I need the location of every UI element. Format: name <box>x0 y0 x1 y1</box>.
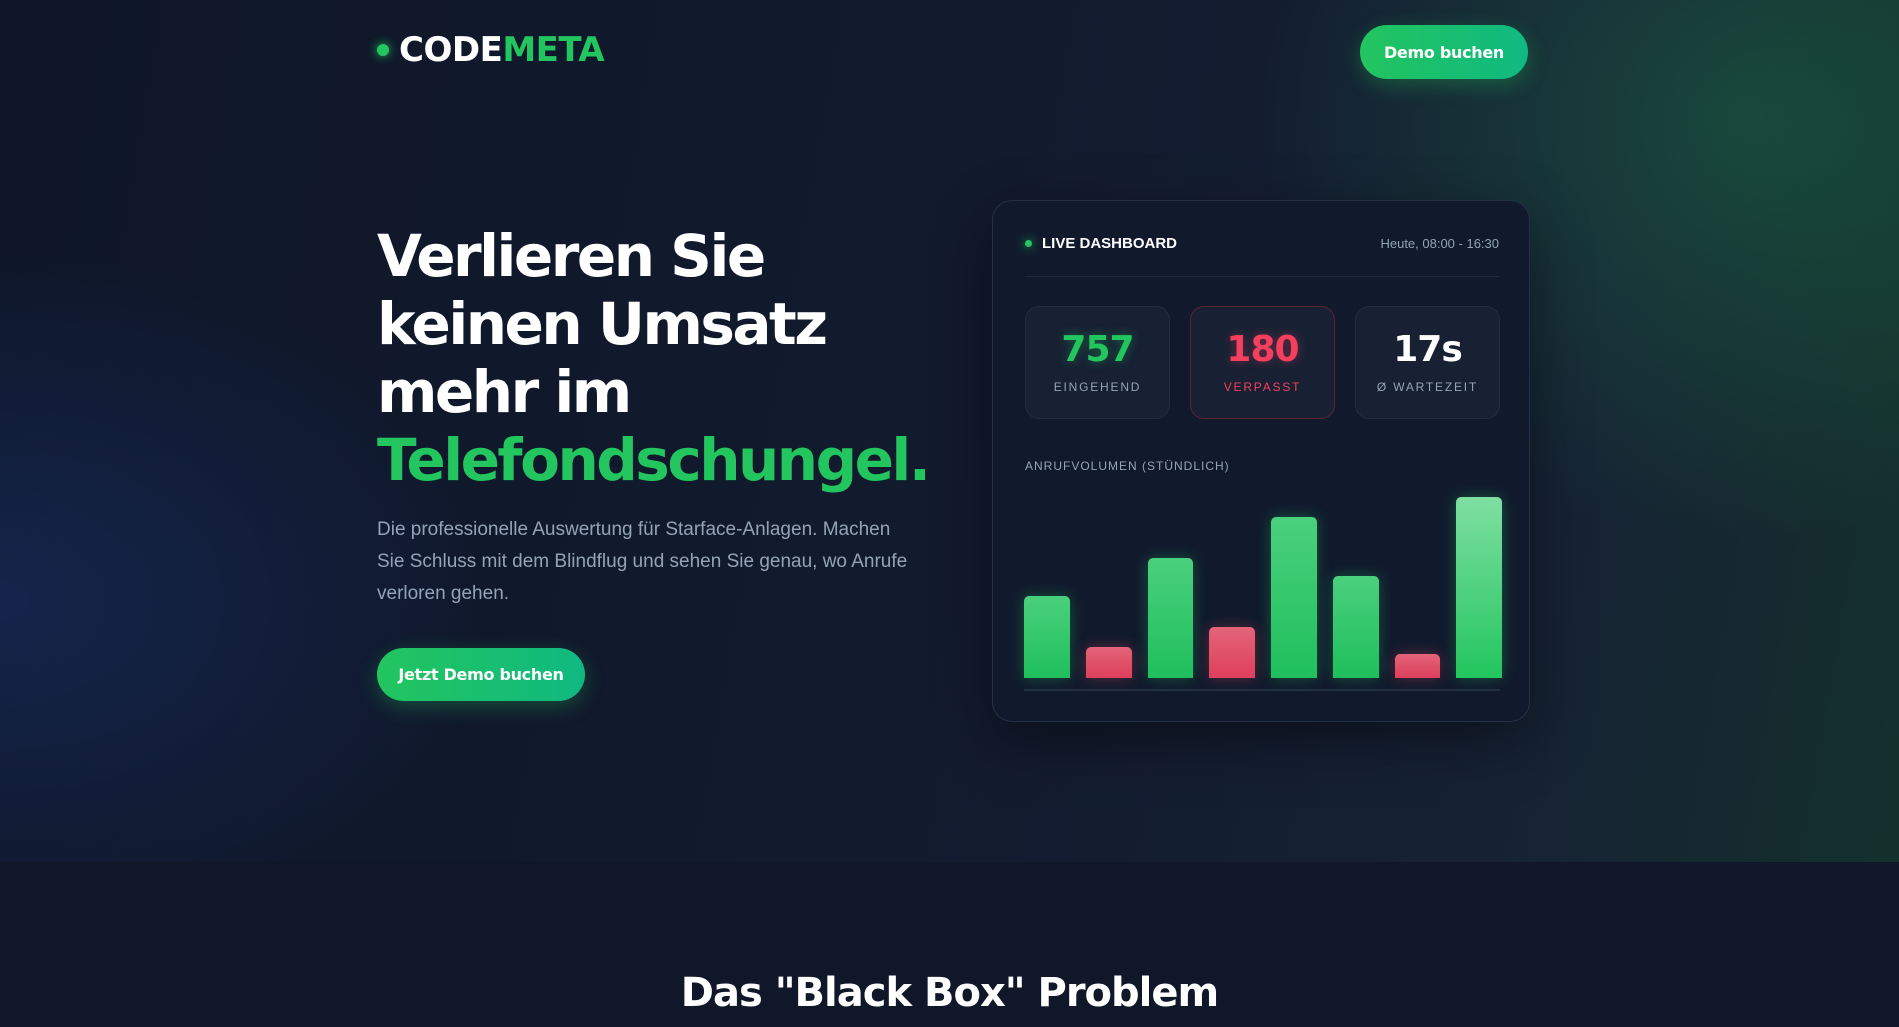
stat-label: VERPASST <box>1223 380 1302 394</box>
dashboard-title: LIVE DASHBOARD <box>1025 235 1177 252</box>
dashboard-title-text: LIVE DASHBOARD <box>1042 235 1178 252</box>
title-line: mehr im <box>377 358 632 426</box>
cta-demo-button[interactable]: Jetzt Demo buchen <box>377 648 585 701</box>
call-volume-chart <box>1024 491 1502 678</box>
bar-incoming <box>1456 496 1502 678</box>
stat-label: Ø WARTEZEIT <box>1376 380 1479 394</box>
live-indicator-icon <box>1025 240 1032 247</box>
title-highlight: Telefondschungel. <box>377 426 931 494</box>
divider <box>1025 276 1499 277</box>
bar-incoming <box>1147 558 1194 678</box>
chart-baseline <box>1024 689 1500 691</box>
stat-value: 757 <box>1061 329 1134 370</box>
bar-missed <box>1394 654 1441 678</box>
hero-section: CODEMETA Demo buchen Verlieren Sie keine… <box>0 0 1899 862</box>
time-range: Heute, 08:00 - 16:30 <box>1380 236 1499 251</box>
title-line: Verlieren Sie <box>377 222 766 290</box>
chart-title: ANRUFVOLUMEN (STÜNDLICH) <box>1025 459 1230 473</box>
title-line: keinen Umsatz <box>377 290 828 358</box>
stat-value: 17s <box>1393 329 1463 370</box>
hero-title: Verlieren Sie keinen Umsatz mehr im Tele… <box>377 222 931 494</box>
bar-incoming <box>1024 596 1070 678</box>
logo-text-code: CODE <box>399 30 503 70</box>
stat-wait-time: 17s Ø WARTEZEIT <box>1355 306 1500 419</box>
bar-missed <box>1085 647 1132 678</box>
logo-dot-icon <box>377 44 389 56</box>
bar-missed <box>1209 627 1255 678</box>
bar-incoming <box>1332 576 1379 678</box>
stat-missed: 180 VERPASST <box>1190 306 1335 419</box>
demo-button[interactable]: Demo buchen <box>1360 25 1528 79</box>
stat-value: 180 <box>1226 329 1299 370</box>
live-dashboard-card: LIVE DASHBOARD Heute, 08:00 - 16:30 757 E… <box>992 200 1530 722</box>
section-title: Das "Black Box" Problem <box>680 970 1219 1016</box>
stat-label: EINGEHEND <box>1053 380 1142 394</box>
bar-incoming <box>1271 516 1317 678</box>
hero-subtitle: Die professionelle Auswertung für Starfa… <box>377 519 908 604</box>
stat-incoming: 757 EINGEHEND <box>1025 306 1170 419</box>
logo-text-meta: META <box>502 30 605 70</box>
logo[interactable]: CODEMETA <box>377 30 605 70</box>
